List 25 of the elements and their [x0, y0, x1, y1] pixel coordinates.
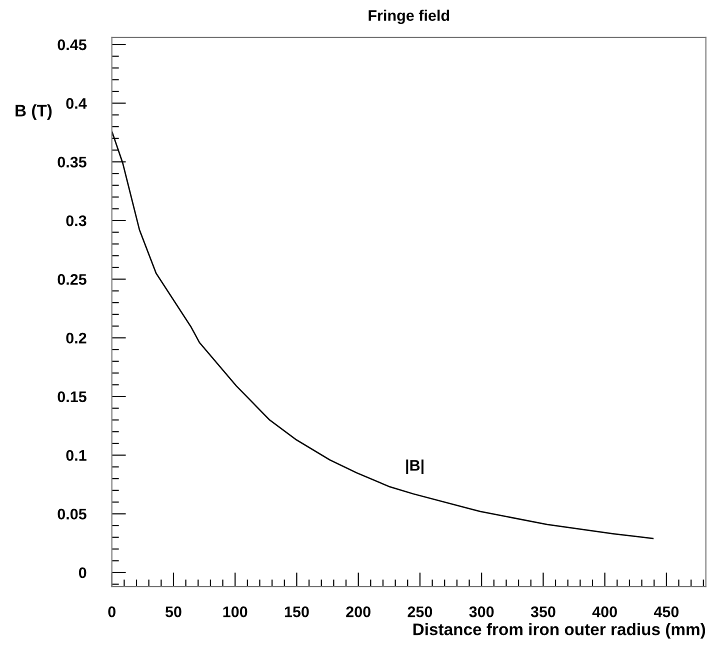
- y-tick-label: 0.4: [66, 98, 87, 109]
- y-tick-label: 0.3: [66, 215, 86, 226]
- y-tick-label: 0.2: [66, 332, 86, 344]
- x-tick-label: 350: [530, 606, 556, 618]
- x-tick-label: 250: [408, 606, 432, 618]
- y-tick-label: 0.45: [58, 39, 86, 50]
- y-tick-label: 0.35: [58, 156, 86, 168]
- line-series: [112, 130, 654, 540]
- x-tick-label: 400: [592, 606, 617, 618]
- x-tick-label: 200: [346, 606, 370, 618]
- chart-title: Fringe field: [368, 10, 450, 24]
- x-tick-label: 50: [165, 606, 182, 618]
- y-tick-label: 0.1: [66, 450, 86, 461]
- y-tick-label: 0.25: [58, 274, 86, 285]
- x-tick-label: 300: [469, 606, 494, 618]
- x-tick-label: 450: [654, 606, 679, 618]
- x-tick-label: 100: [223, 606, 248, 618]
- x-tick-label: 150: [284, 606, 309, 618]
- y-axis-title: B (T): [16, 104, 52, 120]
- y-tick-label: 0.05: [58, 508, 86, 520]
- y-tick-label: 0.15: [58, 391, 86, 402]
- x-axis-title: Distance from iron outer radius (mm): [413, 623, 706, 639]
- y-tick-label: 0: [78, 567, 86, 578]
- x-tick-label: 0: [108, 606, 116, 618]
- annotation: |B|: [406, 460, 424, 474]
